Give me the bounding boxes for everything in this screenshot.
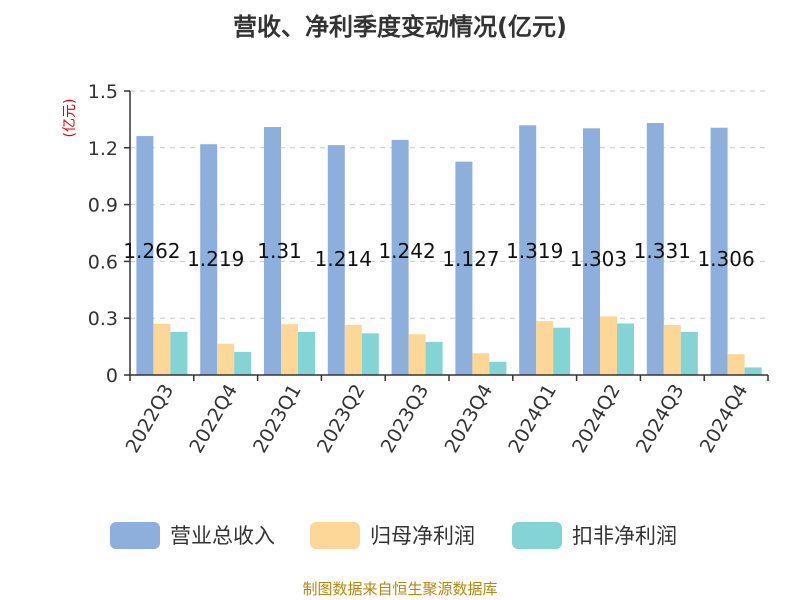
data-label: 1.303	[570, 247, 627, 271]
bar-revenue	[646, 122, 664, 375]
legend-item[interactable]: 扣非净利润	[512, 522, 677, 549]
bar-revenue	[264, 126, 281, 376]
data-label: 1.331	[634, 239, 691, 263]
x-tick-label: 2023Q2	[313, 381, 370, 457]
x-tick-label: 2023Q1	[249, 381, 306, 457]
bar-net-profit	[472, 353, 490, 375]
bar-net-profit	[536, 321, 554, 375]
bar-deducted-net-profit	[489, 361, 507, 375]
data-labels: 1.262 1.219 1.31 1.214 1.242 1.127 1.319 1.303 1…	[123, 239, 754, 271]
data-label: 1.219	[187, 247, 244, 271]
bar-deducted-net-profit	[234, 351, 252, 375]
y-tick-label: 0.9	[88, 195, 118, 217]
legend-label: 归母净利润	[370, 524, 475, 548]
bar-deducted-net-profit	[553, 327, 571, 375]
x-tick-label: 2023Q4	[440, 381, 497, 457]
legend-label: 营业总收入	[170, 524, 275, 548]
data-label: 1.214	[315, 247, 372, 271]
x-tick-label: 2024Q2	[568, 381, 625, 457]
bar-net-profit	[344, 324, 362, 375]
bar-net-profit	[727, 354, 745, 375]
bar-net-profit	[408, 334, 426, 375]
bar-deducted-net-profit	[744, 367, 762, 375]
source-note: 制图数据来自恒生聚源数据库	[302, 580, 497, 598]
bar-deducted-net-profit	[170, 331, 188, 375]
bars	[136, 122, 762, 376]
y-axis-ticks: 0 0.3 0.6 0.9 1.2 1.5	[88, 81, 130, 387]
bar-deducted-net-profit	[425, 341, 443, 375]
x-tick-label: 2024Q4	[696, 381, 753, 457]
x-tick-label: 2022Q4	[185, 381, 242, 457]
y-tick-label: 0.6	[88, 251, 118, 273]
x-axis-ticks: 2022Q3 2022Q4 2023Q1 2023Q2 2023Q3 2023Q4 2024…	[121, 375, 769, 457]
data-label: 1.262	[123, 239, 180, 263]
y-axis-unit-label: (亿元)	[62, 99, 78, 138]
y-tick-label: 1.2	[88, 138, 118, 160]
bar-revenue	[136, 136, 154, 375]
legend-item[interactable]: 归母净利润	[310, 522, 475, 549]
bar-deducted-net-profit	[680, 331, 698, 375]
gridlines	[130, 90, 768, 319]
x-tick-label: 2022Q3	[121, 381, 178, 457]
x-tick-label: 2024Q3	[632, 381, 689, 457]
legend[interactable]: 营业总收入 归母净利润 扣非净利润	[110, 522, 677, 549]
legend-swatch	[512, 522, 562, 549]
data-label: 1.242	[378, 239, 435, 263]
y-tick-label: 0	[106, 365, 118, 387]
x-tick-label: 2023Q3	[377, 381, 434, 457]
bar-deducted-net-profit	[298, 331, 315, 375]
chart-title: 营收、净利季度变动情况(亿元)	[233, 13, 567, 41]
bar-revenue	[200, 144, 218, 375]
legend-swatch	[110, 522, 160, 549]
bar-deducted-net-profit	[361, 333, 379, 375]
legend-swatch	[310, 522, 360, 549]
data-label: 1.127	[442, 247, 499, 271]
bar-deducted-net-profit	[617, 323, 634, 375]
legend-label: 扣非净利润	[572, 524, 677, 548]
data-label: 1.319	[506, 239, 563, 263]
bar-net-profit	[663, 324, 681, 375]
bar-revenue	[391, 139, 409, 375]
legend-item[interactable]: 营业总收入	[110, 522, 275, 549]
bar-revenue	[455, 161, 473, 375]
data-label: 1.306	[697, 247, 754, 271]
bar-net-profit	[600, 316, 617, 375]
bar-net-profit	[153, 323, 171, 375]
bar-net-profit	[217, 343, 235, 375]
bar-revenue	[710, 127, 728, 375]
bar-revenue	[583, 128, 600, 375]
x-tick-label: 2024Q1	[504, 381, 561, 457]
data-label: 1.31	[257, 239, 302, 263]
y-tick-label: 1.5	[88, 81, 118, 103]
bar-revenue	[327, 145, 345, 375]
y-tick-label: 0.3	[88, 308, 118, 330]
bar-net-profit	[281, 324, 298, 375]
bar-revenue	[519, 125, 537, 375]
